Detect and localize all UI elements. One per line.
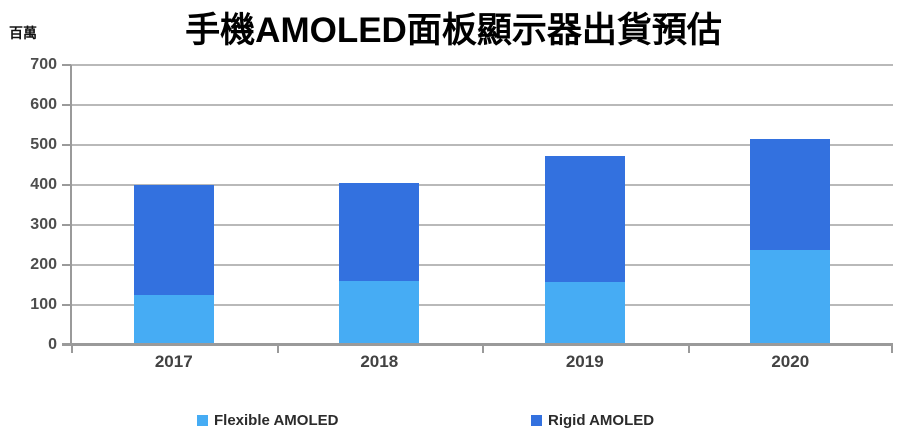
y-axis-tick-300 bbox=[62, 224, 71, 226]
bar-segment-rigid-amoled-2019 bbox=[544, 155, 625, 283]
gridline-700 bbox=[71, 64, 893, 66]
legend-item-rigid-amoled: Rigid AMOLED bbox=[531, 411, 654, 429]
x-axis-tick-3 bbox=[687, 345, 690, 353]
x-axis-label-2018: 2018 bbox=[360, 352, 399, 371]
y-axis-unit-label: 百萬 bbox=[9, 25, 37, 41]
y-axis-tick-200 bbox=[62, 264, 71, 266]
x-axis-tick-1 bbox=[276, 345, 279, 353]
x-axis-label-2020: 2020 bbox=[771, 352, 810, 371]
x-axis-tick-4 bbox=[891, 345, 893, 353]
plot-area bbox=[62, 64, 893, 353]
chart-title: 手機AMOLED面板顯示器出貨預估 bbox=[185, 11, 722, 50]
bar-segment-flexible-amoled-2019 bbox=[544, 282, 625, 345]
x-axis-label-2019: 2019 bbox=[565, 352, 604, 371]
x-axis-line bbox=[62, 343, 893, 346]
y-axis-label-700: 700 bbox=[30, 56, 57, 73]
y-axis-label-600: 600 bbox=[30, 96, 57, 113]
y-axis-label-300: 300 bbox=[30, 216, 57, 233]
bar-segment-rigid-amoled-2018 bbox=[339, 182, 420, 281]
x-axis-tick-2 bbox=[482, 345, 484, 353]
y-axis-tick-100 bbox=[62, 304, 71, 306]
gridline-400 bbox=[71, 184, 893, 186]
legend-swatch-icon bbox=[197, 414, 208, 426]
gridline-300 bbox=[71, 224, 893, 226]
x-axis-tick-0 bbox=[71, 345, 73, 353]
y-axis-label-500: 500 bbox=[30, 136, 57, 153]
gridline-600 bbox=[71, 104, 893, 106]
gridline-100 bbox=[71, 304, 893, 306]
bar-segment-flexible-amoled-2020 bbox=[750, 249, 831, 345]
legend-label: Flexible AMOLED bbox=[214, 411, 339, 429]
bar-segment-flexible-amoled-2018 bbox=[339, 281, 420, 345]
x-axis-label-2017: 2017 bbox=[154, 352, 193, 371]
y-axis-line bbox=[70, 65, 72, 345]
y-axis-tick-700 bbox=[62, 64, 71, 66]
y-axis-label-0: 0 bbox=[48, 336, 57, 353]
y-axis-tick-500 bbox=[62, 144, 71, 146]
legend-label: Rigid AMOLED bbox=[548, 411, 655, 429]
y-axis-label-400: 400 bbox=[30, 176, 57, 193]
legend-swatch-icon bbox=[531, 414, 542, 426]
bar-segment-rigid-amoled-2020 bbox=[750, 139, 831, 250]
gridline-200 bbox=[71, 264, 893, 266]
y-axis-tick-600 bbox=[62, 104, 71, 106]
gridline-500 bbox=[71, 144, 893, 146]
y-axis-label-200: 200 bbox=[30, 256, 57, 273]
bar-segment-rigid-amoled-2017 bbox=[133, 185, 214, 295]
legend-item-flexible-amoled: Flexible AMOLED bbox=[197, 411, 338, 429]
y-axis-label-100: 100 bbox=[30, 296, 57, 313]
y-axis-tick-400 bbox=[62, 184, 71, 186]
bar-segment-flexible-amoled-2017 bbox=[133, 295, 214, 345]
